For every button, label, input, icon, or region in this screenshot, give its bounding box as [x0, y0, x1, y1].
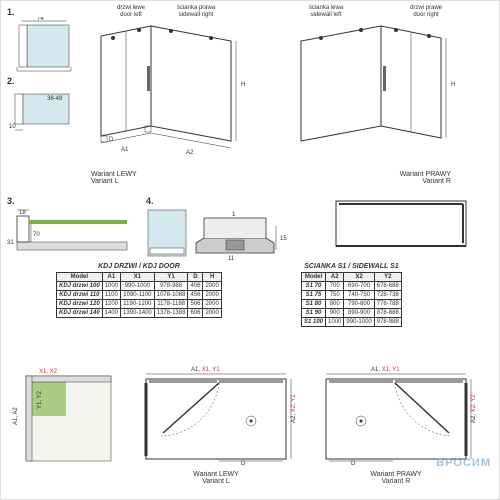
plan-r-label: Wariant PRAWYVariant R: [311, 471, 481, 485]
dim-38-48: 38-48: [47, 96, 63, 102]
detail-1-svg: 74: [7, 17, 77, 72]
a1a2: A1, A2: [13, 407, 19, 425]
iso-A1: A1: [121, 147, 129, 153]
col-header: Model: [57, 273, 103, 282]
col-header: A2: [326, 273, 344, 282]
svg-text:A1, X1, Y1: A1, X1, Y1: [191, 367, 220, 373]
table2-title: ŚCIANKA S1 / SIDEWALL S1: [301, 263, 402, 270]
variant-r: Wariant PRAWYVariant R: [291, 171, 471, 185]
iso-H: H: [241, 82, 245, 88]
lbl-sidewall-right: ścianka prawa sidewall right: [171, 5, 221, 19]
detail-3: 3. 18 31 70: [7, 196, 137, 261]
dim-18: 18: [19, 210, 26, 216]
detail-2: 2. 10 38-48: [7, 76, 77, 136]
iso-left: H A1 A2 D Wariant LEWYVariant L: [91, 21, 261, 185]
lbl-door-left: drzwi lewe door left: [111, 5, 151, 19]
dim-11: 11: [228, 256, 235, 261]
detail-2-svg: 10 38-48: [7, 86, 77, 136]
detail-3-num: 3.: [7, 196, 137, 206]
svg-text:A1, X1, Y1: A1, X1, Y1: [371, 367, 400, 373]
table-1-wrap: KDJ DRZWI / KDJ DOOR ModelA1X1Y1DHKDJ dr…: [56, 263, 222, 318]
dim-74: 74: [37, 17, 44, 22]
iso-A2: A2: [186, 150, 194, 156]
col-header: X1: [121, 273, 155, 282]
table1-title: KDJ DRZWI / KDJ DOOR: [56, 263, 222, 270]
dim-10: 10: [9, 124, 16, 130]
table-row: S1 1001000990-1000978-988: [302, 318, 402, 327]
col-header: Y1: [154, 273, 188, 282]
plan-D: D: [241, 461, 246, 467]
watermark: ВРОСИМ: [436, 457, 491, 469]
dim-70: 70: [33, 232, 40, 238]
col-header: Model: [302, 273, 326, 282]
detail-4: 4. 1 11 15: [146, 196, 306, 261]
svg-text:A2, X2, Y2: A2, X2, Y2: [291, 394, 297, 423]
lbl-door-right: drzwi prawe door right: [401, 5, 451, 19]
table-s1: ModelA2X2Y2S1 70700690-700678-688S1 7575…: [301, 272, 402, 327]
table-row: S1 80800790-800778-788: [302, 300, 402, 309]
variant-l: Wariant LEWYVariant L: [91, 171, 261, 185]
table-row: KDJ drzwi 11011001090-11001078-108845620…: [57, 291, 222, 300]
detail-2-num: 2.: [7, 76, 77, 86]
plan-corner: A1, A2 X1, X2 Y1, Y2: [11, 361, 116, 471]
plan-l-label: Wariant LEWYVariant L: [131, 471, 301, 485]
dim-1: 1: [232, 212, 236, 218]
dim-15: 15: [280, 236, 287, 242]
table-row: KDJ drzwi 12012001190-12001178-118850620…: [57, 300, 222, 309]
col-header: D: [188, 273, 203, 282]
detail-4-plan: [331, 196, 481, 256]
x1x2-top: X1, X2: [39, 369, 58, 375]
iso-right: H Wariant PRAWYVariant R: [291, 21, 471, 185]
detail-1-num: 1.: [7, 7, 77, 17]
col-header: Y2: [374, 273, 401, 282]
detail-4-num: 4.: [146, 196, 306, 206]
col-header: X2: [344, 273, 374, 282]
table-2-wrap: ŚCIANKA S1 / SIDEWALL S1 ModelA2X2Y2S1 7…: [301, 263, 402, 327]
table-row: S1 70700690-700678-688: [302, 282, 402, 291]
y1y2: Y1, Y2: [37, 390, 43, 409]
dim-31: 31: [7, 240, 14, 246]
plan-variant-l: A1, X1, Y1 D A2, X2, Y2 Wariant LEWYVari…: [131, 361, 301, 485]
iso-D: D: [109, 137, 114, 143]
lbl-sidewall-left: ścianka lewa sidewall left: [301, 5, 351, 19]
table-kdj: ModelA1X1Y1DHKDJ drzwi 1001000990-100097…: [56, 272, 222, 318]
col-header: H: [203, 273, 221, 282]
col-header: A1: [102, 273, 120, 282]
table-row: KDJ drzwi 14014001390-14001378-138860620…: [57, 309, 222, 318]
plan-D-r: D: [351, 461, 356, 467]
svg-text:A2, X2, Y2: A2, X2, Y2: [471, 394, 477, 423]
detail-1: 1. 74: [7, 7, 77, 72]
iso-H-r: H: [451, 82, 455, 88]
table-row: KDJ drzwi 1001000990-1000978-9884062000: [57, 282, 222, 291]
table-row: S1 90900890-900878-888: [302, 309, 402, 318]
table-row: S1 75750740-750728-738: [302, 291, 402, 300]
